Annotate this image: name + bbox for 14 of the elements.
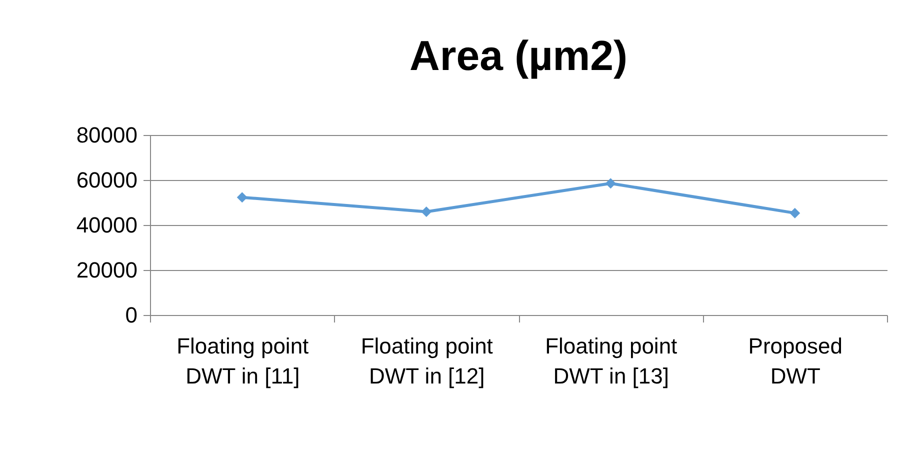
chart-title: Area (µm2) [410,32,628,79]
y-tick-label: 0 [125,302,138,328]
point [421,206,432,217]
x-tick-label: Floating point DWT in [11] [176,334,309,388]
point [790,208,800,218]
y-tick-label: 60000 [76,168,138,192]
x-tick-label: Floating point DWT in [13] [545,334,678,388]
y-tick-label: 40000 [76,212,138,238]
x-tick-label: Floating point DWT in [12] [360,334,493,388]
y-tick-label: 20000 [76,258,138,282]
x-tick-label: Proposed DWT [748,334,842,388]
point [605,178,616,189]
point [236,192,248,203]
y-tick-label: 80000 [76,122,138,148]
